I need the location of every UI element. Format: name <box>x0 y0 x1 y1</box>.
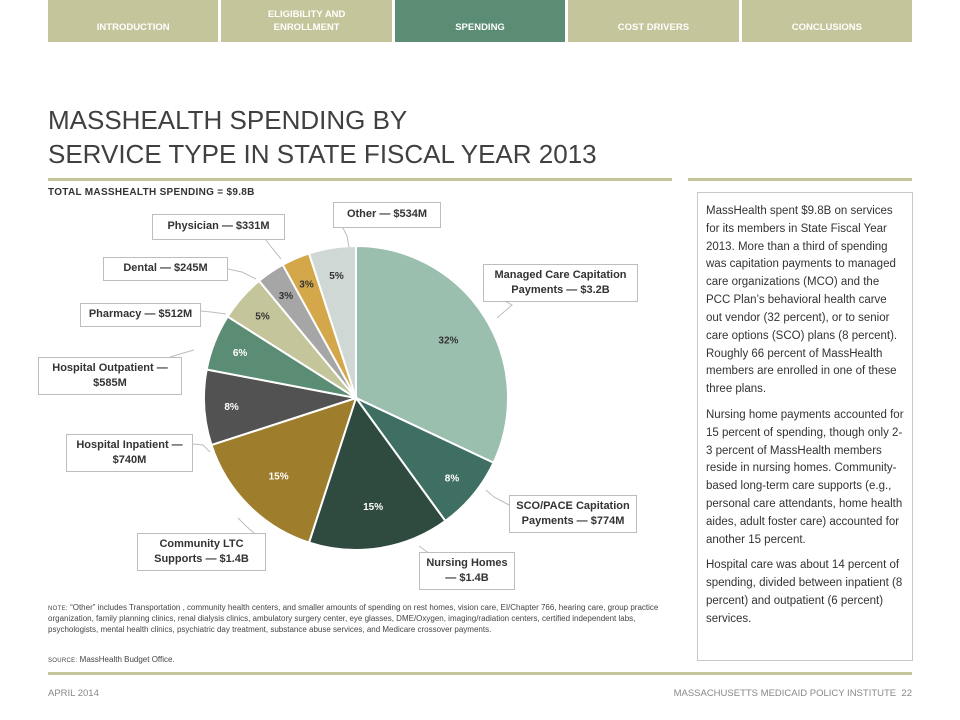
pie-slice-1-label: 32% <box>438 335 458 346</box>
pie-slice-2-label: 8% <box>445 473 460 484</box>
callout-leader-10 <box>342 227 350 248</box>
callout-other: Other — $534M <box>333 202 441 228</box>
callout-leader-5 <box>192 443 211 453</box>
callout-hospital-outpatient: Hospital Outpatient — $585M <box>38 357 182 395</box>
summary-paragraph-1: MassHealth spent $9.8B on services for i… <box>706 205 898 396</box>
tab-cost-drivers[interactable]: COST DRIVERS <box>568 0 739 42</box>
source-text: MassHealth Budget Office. <box>77 655 175 664</box>
page-title: MASSHEALTH SPENDING BY SERVICE TYPE IN S… <box>48 103 597 171</box>
callout-hospital-inpatient: Hospital Inpatient — $740M <box>66 434 193 472</box>
callout-leader-6 <box>169 349 195 358</box>
footnote: NOTE: “Other” includes Transportation , … <box>48 602 678 635</box>
footer-divider <box>48 672 912 675</box>
pie-slice-3-label: 15% <box>363 502 383 513</box>
pie-slice-8-label: 3% <box>279 291 294 302</box>
page-number: 22 <box>901 688 912 699</box>
pie-slice-7-label: 5% <box>255 312 270 323</box>
section-tabs: INTRODUCTION ELIGIBILITY AND ENROLLMENT … <box>48 0 913 42</box>
callout-leader-4 <box>237 517 255 534</box>
pie-slice-6-label: 6% <box>233 348 248 359</box>
title-divider <box>48 178 672 181</box>
callout-nursing-homes: Nursing Homes — $1.4B <box>419 552 515 590</box>
tab-eligibility-and-enrollment[interactable]: ELIGIBILITY AND ENROLLMENT <box>221 0 392 42</box>
tab-conclusions[interactable]: CONCLUSIONS <box>741 0 913 42</box>
footer-org: MASSACHUSETTS MEDICAID POLICY INSTITUTE … <box>674 688 912 699</box>
source-note: SOURCE: MassHealth Budget Office. <box>48 655 175 664</box>
tab-introduction[interactable]: INTRODUCTION <box>48 0 219 42</box>
summary-paragraph-3: Hospital care was about 14 percent of sp… <box>706 559 903 625</box>
pie-slice-9-label: 3% <box>299 280 314 291</box>
tab-spending[interactable]: SPENDING <box>394 0 566 42</box>
footer-org-name: MASSACHUSETTS MEDICAID POLICY INSTITUTE <box>673 688 897 699</box>
callout-sco-pace: SCO/PACE Capitation Payments — $774M <box>509 495 637 533</box>
footer-date: APRIL 2014 <box>48 688 99 699</box>
summary-paragraph-2: Nursing home payments accounted for 15 p… <box>706 408 904 546</box>
summary-panel: MassHealth spent $9.8B on services for i… <box>697 192 913 661</box>
footnote-text: “Other” includes Transportation , commun… <box>48 603 659 635</box>
pie-slice-5-label: 8% <box>224 402 239 413</box>
source-label: SOURCE: <box>48 658 78 664</box>
callout-dental: Dental — $245M <box>103 257 228 281</box>
callout-leader-7 <box>200 310 227 315</box>
page-title-line-1: MASSHEALTH SPENDING BY <box>48 105 408 135</box>
callout-leader-9 <box>265 239 282 260</box>
callout-community-ltc: Community LTC Supports — $1.4B <box>137 533 266 571</box>
sidebar-divider <box>688 178 912 181</box>
callout-pharmacy: Pharmacy — $512M <box>80 303 201 327</box>
total-spending-label: TOTAL MASSHEALTH SPENDING = $9.8B <box>48 187 255 198</box>
pie-slice-4-label: 15% <box>269 471 289 482</box>
callout-managed-care: Managed Care Capitation Payments — $3.2B <box>483 264 638 302</box>
callout-leader-2 <box>485 489 510 506</box>
pie-slice-10 <box>307 244 357 399</box>
footnote-label: NOTE: <box>48 606 68 612</box>
callout-leader-8 <box>227 268 257 280</box>
pie-slice-10-label: 5% <box>329 271 344 282</box>
callout-physician: Physician — $331M <box>152 214 285 240</box>
pie-slice-1 <box>355 244 509 465</box>
page-title-line-2: SERVICE TYPE IN STATE FISCAL YEAR 2013 <box>48 139 597 169</box>
pie-slice-3 <box>307 395 447 551</box>
